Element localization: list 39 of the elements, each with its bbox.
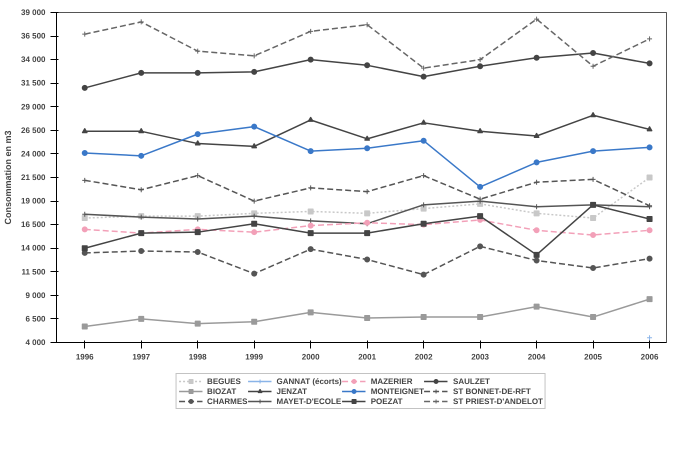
legend-label: MONTEIGNET xyxy=(370,386,424,396)
x-tick-label: 2001 xyxy=(358,352,377,362)
legend-label: MAZERIER xyxy=(370,376,412,386)
legend-label: GANNAT (écorts) xyxy=(276,376,342,386)
y-tick-label: 19 000 xyxy=(21,196,46,206)
y-tick-label: 9 000 xyxy=(25,290,46,300)
x-tick-label: 1998 xyxy=(188,352,208,362)
y-tick-label: 31 500 xyxy=(21,78,46,88)
legend-label: BEGUES xyxy=(207,376,241,386)
x-tick-label: 2003 xyxy=(471,352,490,362)
x-tick-label: 2004 xyxy=(528,352,546,362)
x-tick-label: 1999 xyxy=(245,352,264,362)
legend-label: ST PRIEST-D'ANDELOT xyxy=(453,396,543,406)
legend-label: ST BONNET-DE-RFT xyxy=(453,386,531,396)
y-axis-title: Consommation en m3 xyxy=(3,130,14,225)
y-tick-label: 6 500 xyxy=(25,314,46,324)
x-tick-label: 2000 xyxy=(302,352,320,362)
y-tick-label: 36 500 xyxy=(21,32,46,41)
x-tick-label: 2002 xyxy=(414,352,434,362)
y-tick-label: 29 000 xyxy=(21,102,46,112)
legend-label: MAYET-D'ECOLE xyxy=(276,396,342,406)
x-tick-label: 1997 xyxy=(132,352,151,362)
legend-label: BIOZAT xyxy=(207,386,236,396)
y-tick-label: 21 500 xyxy=(21,173,46,182)
legend-label: SAULZET xyxy=(453,376,490,386)
y-tick-label: 14 000 xyxy=(21,244,46,253)
y-tick-label: 24 000 xyxy=(21,149,46,158)
y-tick-label: 4 000 xyxy=(25,338,46,347)
x-tick-label: 2005 xyxy=(584,352,603,362)
y-tick-label: 26 500 xyxy=(21,126,46,135)
y-tick-label: 39 000 xyxy=(21,8,46,17)
legend-label: JENZAT xyxy=(276,386,308,396)
legend-label: CHARMES xyxy=(207,396,248,406)
x-tick-label: 1996 xyxy=(76,352,94,362)
y-tick-label: 34 000 xyxy=(21,55,46,64)
y-tick-label: 16 500 xyxy=(21,220,46,230)
y-tick-label: 11 500 xyxy=(21,267,46,276)
legend-label: POEZAT xyxy=(370,396,403,406)
x-tick-label: 2006 xyxy=(640,352,660,362)
